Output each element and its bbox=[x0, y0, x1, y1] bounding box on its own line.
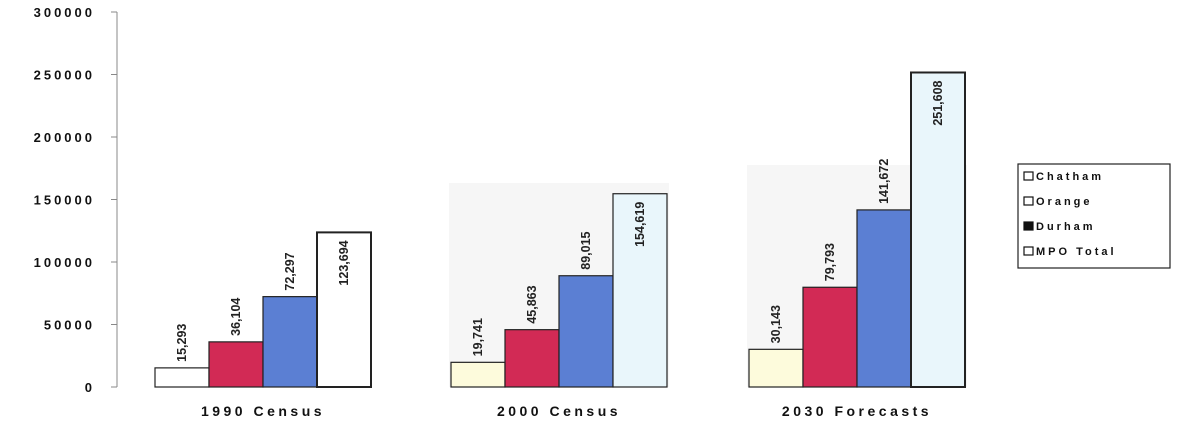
bar-2000-census-chatham bbox=[450, 361, 506, 388]
legend-swatch-orange bbox=[1023, 196, 1034, 206]
data-label-2000-census-orange: 45,863 bbox=[525, 285, 539, 323]
y-tick-label: 150000 bbox=[34, 193, 95, 208]
data-labels: 15,293 36,104 72,297 123,694 19,741 45,863 89,… bbox=[175, 80, 945, 361]
data-label-2030-forecasts-durham: 141,672 bbox=[877, 159, 891, 204]
legend-swatch-durham bbox=[1023, 221, 1034, 231]
bar-2030-forecasts-mpo-total bbox=[910, 71, 966, 389]
legend: Chatham Orange Durham MPO Total bbox=[1017, 163, 1171, 269]
y-tick-label: 0 bbox=[85, 380, 95, 395]
data-label-1990-census-mpo-total: 123,694 bbox=[337, 240, 351, 285]
data-label-2030-forecasts-chatham: 30,143 bbox=[769, 305, 783, 343]
bar-2000-census-mpo-total bbox=[612, 193, 668, 388]
legend-label-mpo-total: MPO Total bbox=[1036, 246, 1117, 258]
data-label-2000-census-mpo-total: 154,619 bbox=[633, 202, 647, 247]
x-category-label: 1990 Census bbox=[201, 403, 325, 419]
bar-2030-forecasts-orange bbox=[802, 286, 858, 388]
data-label-2030-forecasts-mpo-total: 251,608 bbox=[931, 80, 945, 125]
y-tick-label: 300000 bbox=[34, 5, 95, 20]
legend-swatch-mpo-total bbox=[1023, 246, 1034, 256]
legend-label-durham: Durham bbox=[1036, 221, 1096, 233]
y-axis: 0 50000 100000 150000 200000 250000 300000 bbox=[34, 5, 118, 395]
legend-swatch-chatham bbox=[1023, 171, 1034, 181]
x-axis-category-labels: 1990 Census 2000 Census 2030 Forecasts bbox=[201, 403, 932, 419]
bar-1990-census-durham bbox=[262, 296, 318, 388]
bars bbox=[154, 71, 966, 389]
bar-2030-forecasts-chatham bbox=[748, 348, 804, 388]
data-label-1990-census-durham: 72,297 bbox=[283, 252, 297, 290]
x-category-label: 2000 Census bbox=[497, 403, 621, 419]
bar-1990-census-mpo-total bbox=[316, 231, 372, 388]
data-label-1990-census-orange: 36,104 bbox=[229, 298, 243, 336]
bar-2030-forecasts-durham bbox=[856, 209, 912, 388]
y-tick-label: 250000 bbox=[34, 68, 95, 83]
legend-label-orange: Orange bbox=[1036, 196, 1093, 208]
data-label-1990-census-chatham: 15,293 bbox=[175, 324, 189, 362]
bar-1990-census-chatham bbox=[154, 367, 210, 388]
y-tick-label: 100000 bbox=[34, 255, 95, 270]
bar-1990-census-orange bbox=[208, 341, 264, 388]
legend-label-chatham: Chatham bbox=[1036, 171, 1104, 183]
bar-2000-census-orange bbox=[504, 329, 560, 388]
data-label-2000-census-chatham: 19,741 bbox=[471, 318, 485, 356]
x-category-label: 2030 Forecasts bbox=[782, 403, 932, 419]
y-tick-label: 50000 bbox=[44, 318, 95, 333]
legend-box bbox=[1017, 163, 1171, 269]
y-tick-label: 200000 bbox=[34, 130, 95, 145]
bar-2000-census-durham bbox=[558, 275, 614, 388]
data-label-2000-census-durham: 89,015 bbox=[579, 231, 593, 269]
data-label-2030-forecasts-orange: 79,793 bbox=[823, 243, 837, 281]
